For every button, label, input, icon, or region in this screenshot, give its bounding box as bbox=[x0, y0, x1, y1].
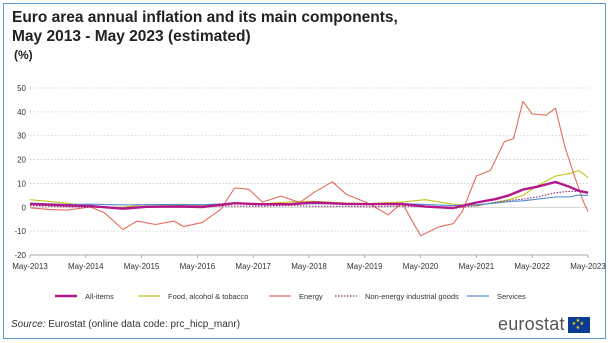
y-tick-label: 30 bbox=[17, 132, 26, 141]
x-tick-label: May-2021 bbox=[459, 262, 495, 271]
x-tick-label: May-2014 bbox=[68, 262, 104, 271]
series-line-energy bbox=[29, 100, 589, 237]
y-tick-label: -10 bbox=[14, 227, 26, 236]
title-line-1: Euro area annual inflation and its main … bbox=[12, 9, 398, 26]
x-tick-label: May-2023 bbox=[570, 262, 606, 271]
x-tick-label: May-2019 bbox=[347, 262, 383, 271]
source-text: Eurostat (online data code: prc_hicp_man… bbox=[45, 319, 241, 330]
eu-flag-icon: ★ ★ ★ ★ bbox=[567, 316, 590, 333]
chart-title: Euro area annual inflation and its main … bbox=[12, 8, 398, 46]
x-tick-label: May-2018 bbox=[291, 262, 327, 271]
chart-frame bbox=[3, 3, 606, 339]
y-tick-label: -20 bbox=[14, 251, 26, 260]
x-tick-label: May-2017 bbox=[235, 262, 271, 271]
legend-label: Energy bbox=[299, 292, 323, 301]
x-tick-label: May-2022 bbox=[514, 262, 550, 271]
eurostat-logo: eurostat ★ ★ ★ ★ bbox=[498, 314, 590, 335]
x-tick-label: May-2015 bbox=[124, 262, 160, 271]
legend-label: Food, alcohol & tobacco bbox=[168, 292, 248, 301]
legend-label: Non-energy industrial goods bbox=[365, 292, 459, 301]
x-tick-label: May-2013 bbox=[12, 262, 48, 271]
y-tick-label: 20 bbox=[17, 156, 26, 165]
x-tick-label: May-2016 bbox=[180, 262, 216, 271]
y-tick-label: 50 bbox=[17, 84, 26, 93]
y-unit-label: (%) bbox=[14, 48, 33, 62]
series-line-non-energy-industrial-goods bbox=[29, 190, 589, 210]
logo-text: eurostat bbox=[498, 314, 565, 334]
source-note: Source: Eurostat (online data code: prc_… bbox=[11, 319, 240, 330]
title-line-2: May 2013 - May 2023 (estimated) bbox=[12, 28, 251, 45]
series-line-all-items bbox=[29, 180, 589, 210]
legend-label: All-items bbox=[85, 292, 114, 301]
legend-label: Services bbox=[497, 292, 526, 301]
x-tick-label: May-2020 bbox=[403, 262, 439, 271]
source-label: Source: bbox=[11, 319, 46, 330]
y-tick-label: 0 bbox=[22, 203, 27, 212]
y-tick-label: 10 bbox=[17, 179, 26, 188]
y-tick-label: 40 bbox=[17, 108, 26, 117]
